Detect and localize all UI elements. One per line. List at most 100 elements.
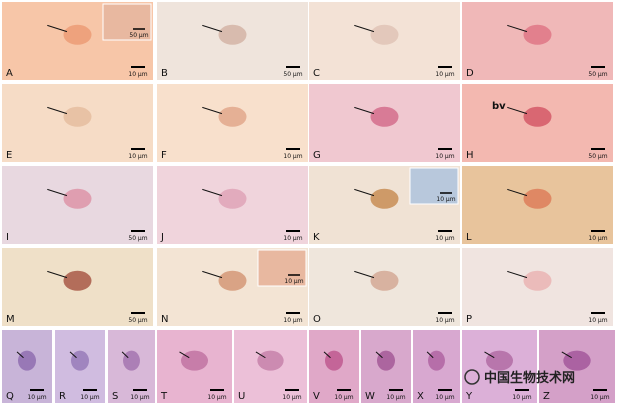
- scale-label: 10 μm: [512, 394, 531, 401]
- panel: X 10 μm: [413, 330, 460, 403]
- panel-label: H: [466, 150, 474, 161]
- panel: C 10 μm: [309, 2, 460, 80]
- arrow: [354, 106, 375, 115]
- panel: Y 10 μm: [462, 330, 537, 403]
- cell: [218, 188, 247, 209]
- scale-label: 10 μm: [80, 394, 99, 401]
- cell: [377, 350, 395, 371]
- panel: W 10 μm: [361, 330, 411, 403]
- inset: [102, 3, 152, 41]
- arrow: [561, 351, 572, 359]
- cell: [63, 24, 92, 45]
- scale-label: 10 μm: [282, 394, 301, 401]
- arrow: [47, 24, 68, 33]
- cell: [370, 270, 399, 291]
- arrow: [507, 106, 528, 115]
- annotation: bv: [492, 101, 506, 112]
- panel: S 10 μm: [108, 330, 155, 403]
- panel: F 10 μm: [157, 84, 308, 162]
- scale-label: 10 μm: [128, 153, 147, 160]
- panel-label: B: [161, 68, 168, 79]
- arrow: [507, 188, 528, 197]
- cell: [18, 350, 36, 371]
- cell: [325, 350, 343, 371]
- arrow: [16, 351, 24, 359]
- panel: O 10 μm: [309, 248, 460, 326]
- arrow: [354, 188, 375, 197]
- panel: B 50 μm: [157, 2, 308, 80]
- arrow: [179, 351, 190, 359]
- panel-label: D: [466, 68, 474, 79]
- panel-label: L: [466, 232, 472, 243]
- panel-label: P: [466, 314, 472, 325]
- panel-label: W: [365, 391, 375, 402]
- arrow: [507, 24, 528, 33]
- inset: [409, 167, 459, 205]
- scale-label: 10 μm: [435, 394, 454, 401]
- scale-label: 10 μm: [588, 317, 607, 324]
- scale-label: 10 μm: [130, 394, 149, 401]
- arrow: [202, 188, 223, 197]
- inset: [257, 249, 307, 287]
- panel-label: N: [161, 314, 168, 325]
- panel-label: J: [160, 232, 164, 243]
- arrow: [323, 351, 331, 359]
- panel: Q 10 μm: [2, 330, 52, 403]
- panel-label: G: [313, 150, 321, 161]
- cell: [63, 270, 92, 291]
- panel: M 50 μm: [2, 248, 153, 326]
- cell: [63, 188, 92, 209]
- arrow: [426, 351, 434, 359]
- panel-label: R: [59, 391, 66, 402]
- arrow: [354, 24, 375, 33]
- panel-label: M: [6, 314, 15, 325]
- cell: [523, 188, 552, 209]
- arrow: [47, 188, 68, 197]
- panel-label: X: [417, 391, 424, 402]
- panel-label: I: [6, 232, 9, 243]
- scale-label: 50 μm: [588, 71, 607, 78]
- panel: N 10 μm 10 μm: [157, 248, 308, 326]
- scale-label: 10 μm: [283, 153, 302, 160]
- cell: [370, 188, 399, 209]
- panel: U 10 μm: [234, 330, 307, 403]
- panel: L 10 μm: [462, 166, 613, 244]
- scale-label: 10 μm: [128, 71, 147, 78]
- scale-label: 10 μm: [283, 317, 302, 324]
- cell: [218, 270, 247, 291]
- scale-label: 10 μm: [334, 394, 353, 401]
- panel: Z 10 μm: [539, 330, 615, 403]
- arrow: [202, 270, 223, 279]
- scale-label: 10 μm: [207, 394, 226, 401]
- cell: [71, 350, 89, 371]
- panel: E 10 μm: [2, 84, 153, 162]
- panel-label: E: [6, 150, 12, 161]
- inset-scale-label: 50 μm: [129, 32, 148, 39]
- arrow: [507, 270, 528, 279]
- panel: K 10 μm 10 μm: [309, 166, 460, 244]
- arrow: [202, 106, 223, 115]
- cell: [523, 106, 552, 127]
- cell: [523, 270, 552, 291]
- arrow: [202, 24, 223, 33]
- scale-label: 10 μm: [588, 235, 607, 242]
- scale-label: 10 μm: [435, 153, 454, 160]
- panel-label: Y: [465, 391, 473, 402]
- panel-label: C: [313, 68, 320, 79]
- panel-label: F: [161, 150, 167, 161]
- arrow: [47, 106, 68, 115]
- panel-label: U: [238, 391, 245, 402]
- panel-label: A: [6, 68, 13, 79]
- scale-label: 10 μm: [435, 235, 454, 242]
- cell: [181, 350, 208, 371]
- scale-label: 10 μm: [435, 317, 454, 324]
- panel: A 10 μm 50 μm: [2, 2, 153, 80]
- panel-label: S: [112, 391, 118, 402]
- panel-label: Q: [6, 391, 14, 402]
- cell: [257, 350, 284, 371]
- scale-label: 50 μm: [128, 235, 147, 242]
- panel-label: V: [313, 391, 320, 402]
- inset-scale-label: 10 μm: [436, 196, 455, 203]
- cell: [218, 106, 247, 127]
- panel-label: O: [313, 314, 321, 325]
